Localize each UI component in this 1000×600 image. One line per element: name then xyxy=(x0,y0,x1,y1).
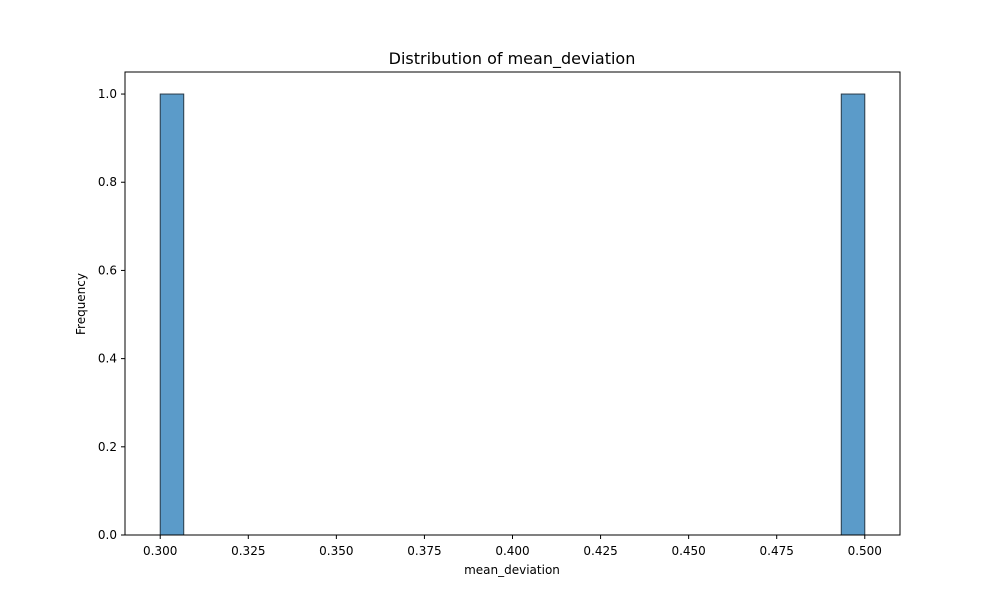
x-tick-label: 0.350 xyxy=(319,544,353,558)
x-axis-label: mean_deviation xyxy=(464,563,560,577)
histogram-bar-0 xyxy=(159,93,185,536)
plot-area: 0.300 0.325 0.350 0.375 0.400 0.425 0.450 0.475… xyxy=(98,71,901,558)
x-tick-label: 0.325 xyxy=(231,544,265,558)
y-axis-label: Frequency xyxy=(74,273,88,335)
histogram-bar-1 xyxy=(840,93,866,536)
x-tick-label: 0.475 xyxy=(760,544,794,558)
y-tick-label: 0.0 xyxy=(98,528,117,542)
y-tick-label: 0.4 xyxy=(98,352,117,366)
x-tick-label: 0.425 xyxy=(583,544,617,558)
x-tick-label: 0.400 xyxy=(495,544,529,558)
x-tick-label: 0.375 xyxy=(407,544,441,558)
x-tick-label: 0.500 xyxy=(848,544,882,558)
y-tick-label: 0.6 xyxy=(98,263,117,277)
y-tick-label: 0.2 xyxy=(98,440,117,454)
chart-title: Distribution of mean_deviation xyxy=(389,49,636,69)
x-tick-label: 0.300 xyxy=(143,544,177,558)
y-tick-label: 0.8 xyxy=(98,175,117,189)
x-tick-label: 0.450 xyxy=(671,544,705,558)
y-tick-label: 1.0 xyxy=(98,87,117,101)
